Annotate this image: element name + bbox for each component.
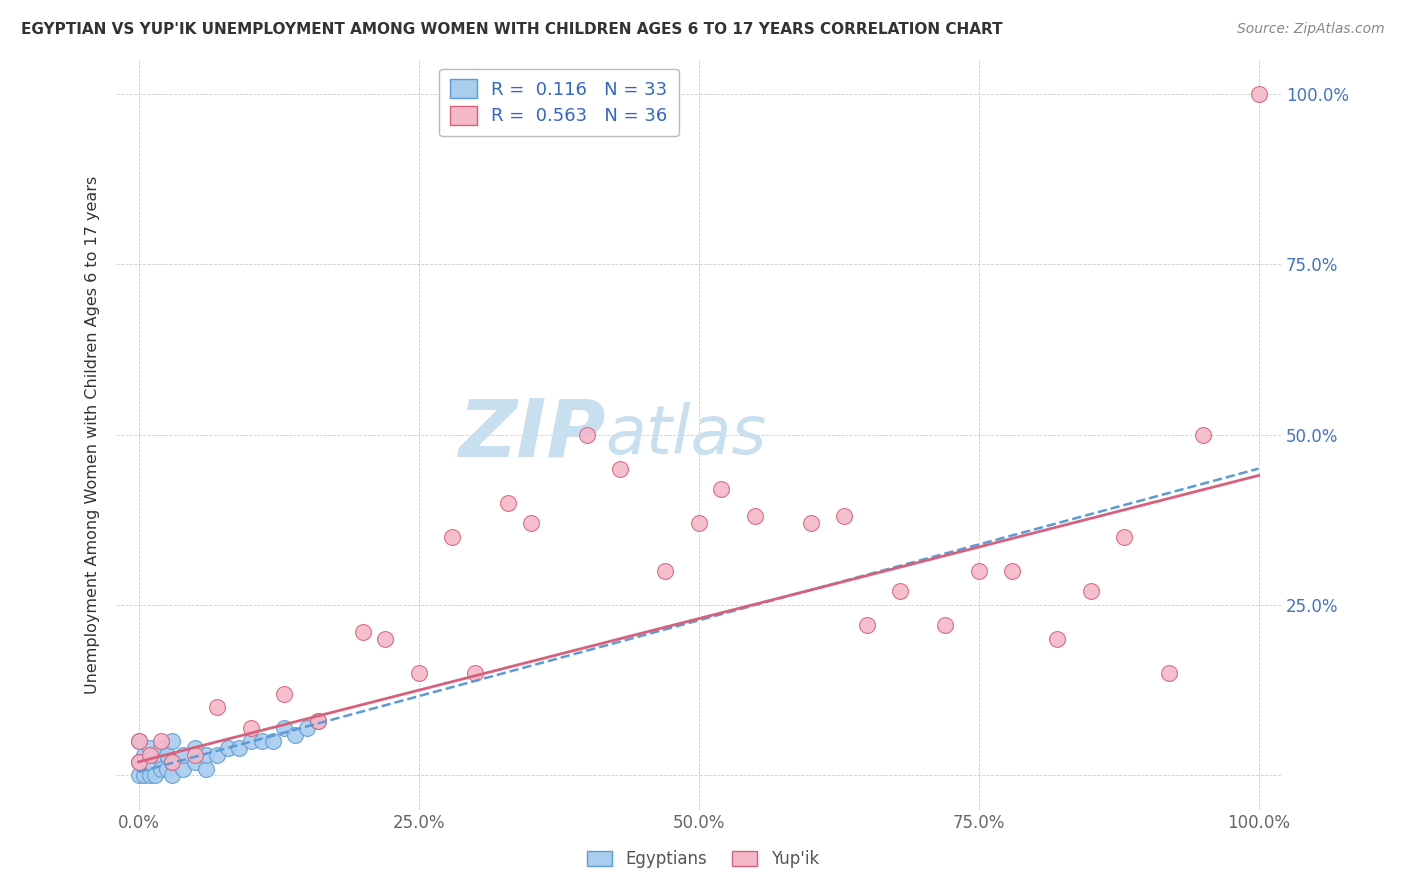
Point (295, 721, 318, 735)
Point (967, 564, 990, 578)
Point (832, 509, 855, 524)
Point (183, 741, 205, 756)
Point (889, 584, 911, 599)
Point (205, 747, 228, 762)
Point (150, 741, 173, 756)
Point (156, 747, 179, 762)
Legend: Egyptians, Yup'ik: Egyptians, Yup'ik (581, 844, 825, 875)
Point (145, 768, 167, 782)
Point (710, 482, 733, 496)
Point (688, 516, 710, 531)
Point (262, 734, 284, 748)
Point (744, 509, 766, 524)
Point (307, 714, 329, 728)
Point (162, 734, 184, 748)
Y-axis label: Unemployment Among Women with Children Ages 6 to 17 years: Unemployment Among Women with Children A… (86, 176, 100, 694)
Point (162, 755, 184, 769)
Point (172, 762, 194, 776)
Text: EGYPTIAN VS YUP'IK UNEMPLOYMENT AMONG WOMEN WITH CHILDREN AGES 6 TO 17 YEARS COR: EGYPTIAN VS YUP'IK UNEMPLOYMENT AMONG WO… (21, 22, 1002, 37)
Text: Source: ZipAtlas.com: Source: ZipAtlas.com (1237, 22, 1385, 37)
Point (139, 747, 162, 762)
Point (374, 632, 396, 646)
Point (408, 666, 430, 681)
Point (654, 564, 676, 578)
Point (172, 747, 194, 762)
Point (183, 747, 205, 762)
Point (273, 721, 295, 735)
Point (352, 625, 374, 640)
Point (1114, 530, 1136, 544)
Point (496, 496, 519, 510)
Point (128, 734, 150, 748)
Point (273, 687, 295, 701)
Point (156, 762, 179, 776)
Point (1080, 584, 1102, 599)
Point (139, 741, 162, 756)
Point (1247, 87, 1270, 101)
Point (239, 721, 262, 735)
Point (307, 714, 329, 728)
Point (228, 741, 250, 756)
Point (441, 530, 464, 544)
Point (128, 768, 150, 782)
Point (800, 516, 823, 531)
Point (150, 734, 173, 748)
Text: atlas: atlas (606, 401, 766, 467)
Point (128, 755, 150, 769)
Point (194, 762, 217, 776)
Point (150, 762, 173, 776)
Point (1001, 564, 1024, 578)
Point (134, 747, 156, 762)
Point (134, 768, 156, 782)
Point (162, 755, 184, 769)
Point (162, 768, 184, 782)
Point (139, 768, 162, 782)
Point (128, 734, 150, 748)
Text: ZIP: ZIP (458, 395, 606, 474)
Point (145, 747, 167, 762)
Point (183, 755, 205, 769)
Point (239, 734, 262, 748)
Legend: R =  0.116   N = 33, R =  0.563   N = 36: R = 0.116 N = 33, R = 0.563 N = 36 (439, 69, 679, 136)
Point (575, 427, 598, 442)
Point (464, 666, 486, 681)
Point (934, 618, 956, 632)
Point (1157, 666, 1180, 681)
Point (217, 741, 239, 756)
Point (128, 755, 150, 769)
Point (609, 461, 631, 475)
Point (139, 755, 162, 769)
Point (1046, 632, 1069, 646)
Point (855, 618, 877, 632)
Point (1191, 427, 1213, 442)
Point (194, 747, 217, 762)
Point (519, 516, 541, 531)
Point (250, 734, 273, 748)
Point (284, 727, 307, 741)
Point (205, 700, 228, 714)
